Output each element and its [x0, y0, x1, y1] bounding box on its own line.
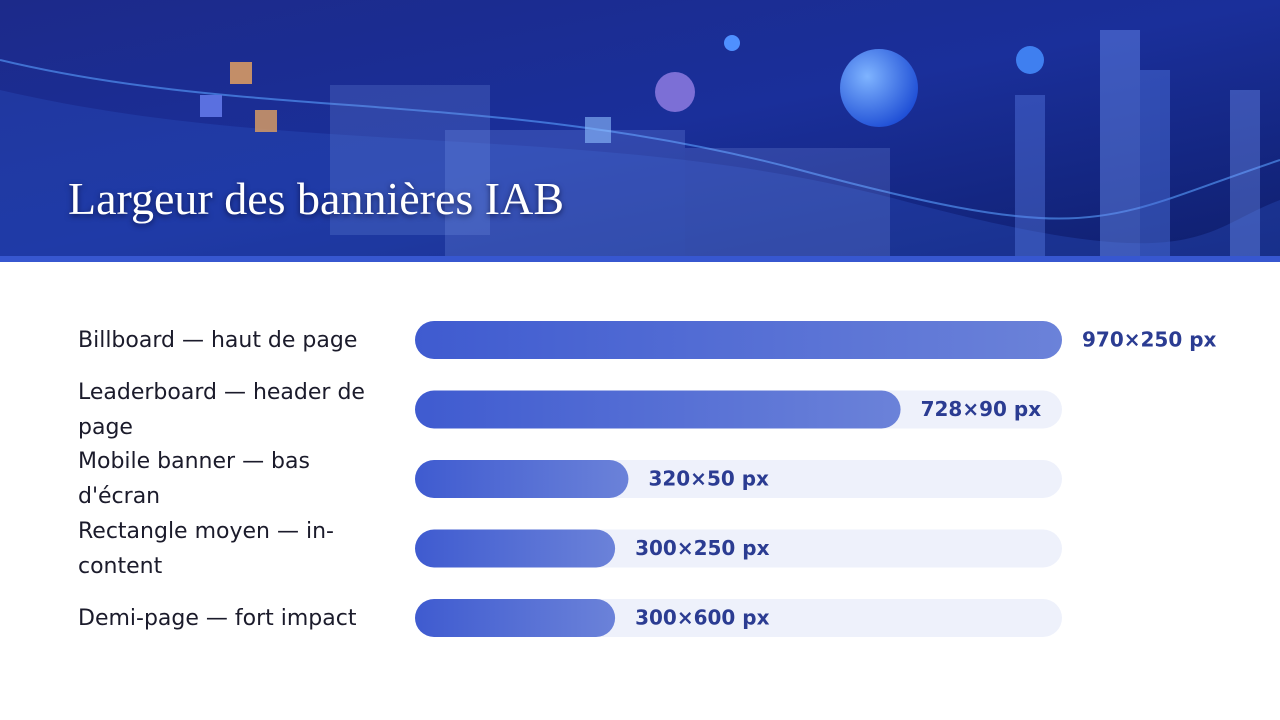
value-label: 728×90 px [921, 397, 1042, 421]
bar [415, 599, 616, 637]
category-label: Billboard — haut de page [78, 327, 358, 353]
value-label: 320×50 px [648, 467, 769, 491]
category-label: Demi-page — fort impact [78, 605, 357, 631]
category-label: Leaderboard — header de page [78, 379, 365, 440]
bar [415, 460, 629, 498]
category-label: Mobile banner — bas d'écran [78, 449, 310, 509]
category-label: Rectangle moyen — in-content [78, 518, 334, 579]
bar [415, 390, 901, 429]
header-banner [0, 0, 1280, 262]
value-label: 970×250 px [1082, 328, 1217, 352]
value-label: 300×250 px [635, 536, 770, 560]
bar [415, 529, 616, 568]
value-label: 300×600 px [635, 606, 770, 630]
slide-title: Largeur des bannières IAB [68, 173, 565, 224]
bar [415, 321, 1062, 359]
